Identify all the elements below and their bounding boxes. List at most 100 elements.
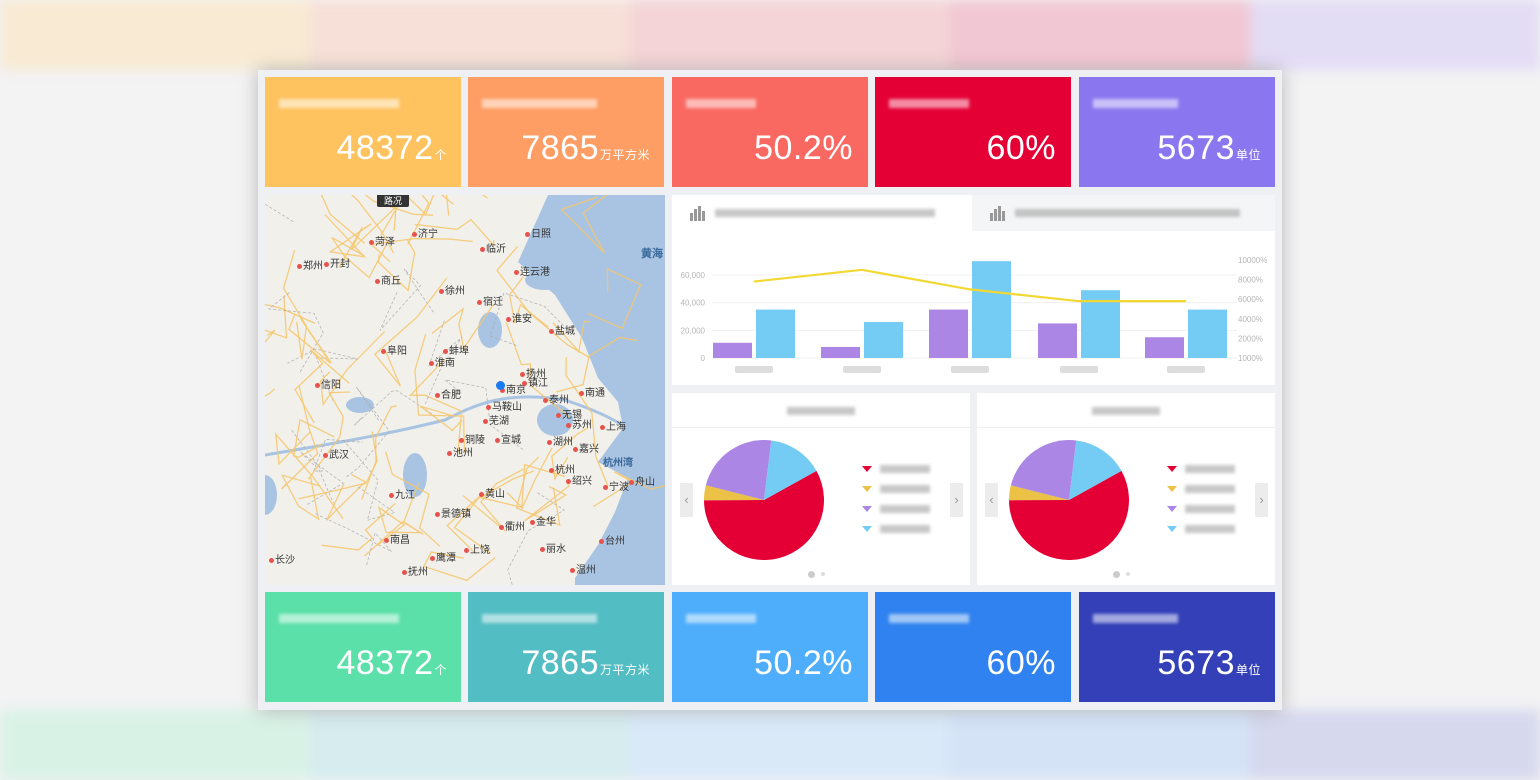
tab-chart-2[interactable] — [972, 195, 1275, 231]
prev-arrow-button[interactable]: ‹ — [985, 483, 998, 517]
border — [265, 203, 294, 223]
city-label: 信阳 — [315, 376, 341, 391]
border — [300, 451, 344, 505]
road — [321, 502, 396, 551]
border — [353, 390, 432, 426]
city-label: 上饶 — [464, 541, 490, 556]
kpi-label-blurred — [889, 99, 969, 108]
city-label: 马鞍山 — [486, 398, 522, 413]
legend-item[interactable] — [1167, 525, 1235, 533]
line-point — [1078, 300, 1080, 302]
road — [265, 388, 276, 397]
city-label: 淮南 — [429, 354, 455, 369]
y-left-tick-label: 0 — [701, 354, 706, 363]
legend-item[interactable] — [1167, 505, 1235, 513]
legend-item[interactable] — [862, 485, 930, 493]
pie-chart — [704, 440, 824, 560]
kpi-card[interactable]: 48372个 — [265, 77, 461, 187]
road — [408, 358, 463, 454]
x-tick-label-blurred — [735, 366, 773, 373]
kpi-number: 48372 — [336, 644, 434, 682]
kpi-label-blurred — [1093, 614, 1178, 623]
bar — [821, 346, 860, 358]
pie-slice — [705, 440, 772, 500]
tab-title-blurred — [715, 209, 935, 217]
next-arrow-button[interactable]: › — [1255, 483, 1268, 517]
lake — [265, 475, 277, 515]
y-right-tick-label: 10000% — [1238, 256, 1267, 265]
road — [324, 214, 372, 258]
city-label: 嘉兴 — [573, 440, 599, 455]
bar-line-chart-card: 0 20,000 40,000 60,000 1000% 2000% 4000% 6000% 8… — [672, 195, 1275, 385]
pie-chart — [1009, 440, 1129, 560]
traffic-toggle-button[interactable]: 路况 — [377, 195, 409, 207]
kpi-card[interactable]: 50.2% — [672, 77, 868, 187]
city-label: 淮安 — [506, 310, 532, 325]
pie-slice — [1069, 440, 1122, 500]
diamond-icon — [1167, 466, 1177, 472]
city-label: 蚌埠 — [443, 342, 469, 357]
kpi-value: 48372个 — [336, 129, 447, 168]
chart-icon — [690, 205, 705, 221]
city-label: 黄山 — [479, 485, 505, 500]
diamond-icon — [1167, 526, 1177, 532]
road — [431, 304, 494, 350]
kpi-unit: 万平方米 — [599, 663, 650, 677]
legend-item[interactable] — [862, 525, 930, 533]
line-point — [753, 281, 755, 283]
road — [565, 357, 609, 487]
bar — [972, 261, 1011, 358]
legend-item[interactable] — [862, 505, 930, 513]
diamond-icon — [862, 486, 872, 492]
kpi-card[interactable]: 60% — [875, 592, 1071, 702]
kpi-card[interactable]: 5673单位 — [1079, 592, 1275, 702]
bar — [713, 342, 752, 358]
road — [407, 195, 454, 245]
page-dot[interactable] — [821, 572, 825, 576]
legend-item[interactable] — [1167, 485, 1235, 493]
kpi-card[interactable]: 50.2% — [672, 592, 868, 702]
legend-label-blurred — [880, 485, 930, 493]
map[interactable]: 郑州 开封 商丘 济宁 菏泽 日照 临沂 连云港 徐州 宿迁 淮安 盐城 阜阳 蚌埠 淮南 信阳 合肥 南京 扬州镇… — [265, 195, 665, 585]
y-left-tick-label: 40,000 — [681, 299, 706, 308]
road — [405, 195, 488, 216]
road — [364, 195, 433, 216]
road — [380, 195, 399, 237]
kpi-card[interactable]: 7865万平方米 — [468, 77, 664, 187]
location-marker-icon[interactable] — [496, 381, 505, 390]
bar — [1188, 309, 1227, 358]
city-label: 开封 — [324, 255, 350, 270]
kpi-value: 7865万平方米 — [521, 644, 650, 683]
road — [414, 334, 466, 453]
diamond-icon — [862, 506, 872, 512]
kpi-label-blurred — [686, 614, 756, 623]
page-dot[interactable] — [1126, 572, 1130, 576]
prev-arrow-button[interactable]: ‹ — [680, 483, 693, 517]
city-label: 商丘 — [375, 272, 401, 287]
y-right-tick-label: 4000% — [1238, 315, 1263, 324]
kpi-number: 50.2% — [754, 129, 853, 167]
kpi-label-blurred — [686, 99, 756, 108]
legend-item[interactable] — [862, 465, 930, 473]
page-dot-active[interactable] — [808, 571, 815, 578]
kpi-card[interactable]: 48372个 — [265, 592, 461, 702]
border — [346, 386, 390, 478]
lake — [478, 312, 502, 348]
city-label: 徐州 — [439, 282, 465, 297]
road — [320, 195, 366, 244]
city-label: 济宁 — [412, 225, 438, 240]
border — [268, 292, 324, 373]
city-label: 丽水 — [540, 540, 566, 555]
legend-item[interactable] — [1167, 465, 1235, 473]
kpi-card[interactable]: 7865万平方米 — [468, 592, 664, 702]
pie-chart-card: ‹ › — [977, 393, 1275, 585]
tab-chart-1[interactable] — [672, 195, 972, 231]
bar — [864, 322, 903, 358]
page-dot-active[interactable] — [1113, 571, 1120, 578]
kpi-card[interactable]: 60% — [875, 77, 1071, 187]
next-arrow-button[interactable]: › — [950, 483, 963, 517]
pie-slice — [764, 440, 817, 500]
kpi-card[interactable]: 5673单位 — [1079, 77, 1275, 187]
legend-label-blurred — [880, 505, 930, 513]
bar — [1145, 337, 1184, 358]
